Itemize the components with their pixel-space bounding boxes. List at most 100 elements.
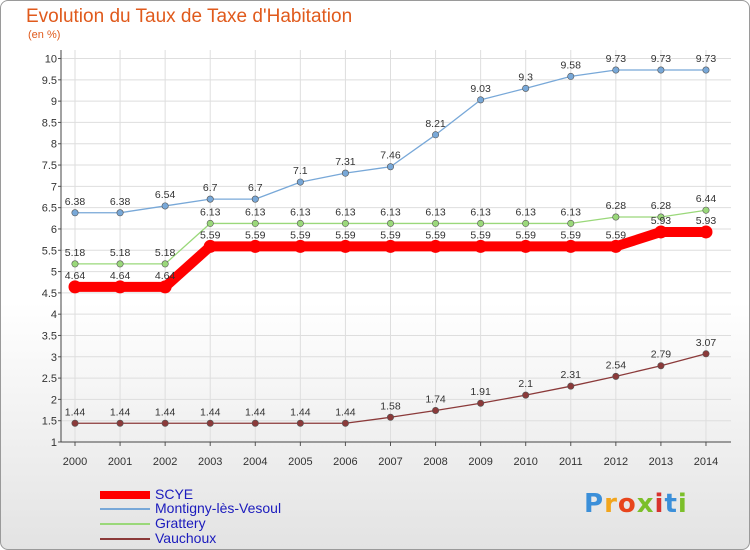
- data-point-vauchoux: [386, 413, 394, 421]
- data-point-vauchoux: [116, 419, 124, 427]
- data-point-vauchoux: [657, 362, 665, 370]
- data-point-montigny-les-vesoul: [251, 195, 259, 203]
- data-label-vauchoux: 2.79: [651, 349, 672, 361]
- data-label-montigny-les-vesoul: 6.38: [110, 196, 131, 208]
- data-point-grattery: [296, 219, 304, 227]
- data-label-montigny-les-vesoul: 6.38: [65, 196, 86, 208]
- x-tick-label: 2008: [423, 456, 447, 468]
- data-point-grattery: [206, 219, 214, 227]
- data-point-grattery: [341, 219, 349, 227]
- data-point-montigny-les-vesoul: [702, 66, 710, 74]
- data-point-montigny-les-vesoul: [116, 209, 124, 217]
- data-label-montigny-les-vesoul: 7.31: [335, 156, 356, 168]
- data-label-vauchoux: 1.58: [380, 400, 401, 412]
- data-point-vauchoux: [296, 419, 304, 427]
- y-tick-label: 9.5: [42, 75, 57, 87]
- data-label-montigny-les-vesoul: 9.03: [470, 83, 491, 95]
- data-label-grattery: 6.13: [380, 206, 401, 218]
- y-tick-label: 4: [51, 309, 57, 321]
- data-label-vauchoux: 2.31: [561, 369, 582, 381]
- logo-letter: x: [636, 489, 655, 519]
- y-tick-label: 3: [51, 352, 57, 364]
- data-point-scye: [699, 225, 713, 239]
- y-tick-label: 5: [51, 267, 57, 279]
- data-point-scye: [293, 239, 307, 253]
- data-label-vauchoux: 1.44: [290, 406, 311, 418]
- y-tick-label: 5.5: [42, 245, 57, 257]
- x-tick-label: 2006: [333, 456, 357, 468]
- y-tick-label: 7: [51, 181, 57, 193]
- data-point-scye: [338, 239, 352, 253]
- x-tick-label: 2014: [694, 456, 718, 468]
- data-label-vauchoux: 1.74: [425, 393, 446, 405]
- data-point-montigny-les-vesoul: [567, 72, 575, 80]
- data-label-grattery: 6.28: [606, 200, 627, 212]
- data-point-vauchoux: [522, 391, 530, 399]
- y-tick-label: 2: [51, 394, 57, 406]
- data-label-grattery: 6.13: [200, 206, 221, 218]
- data-point-vauchoux: [432, 406, 440, 414]
- data-label-vauchoux: 1.44: [155, 406, 176, 418]
- x-tick-label: 2012: [604, 456, 628, 468]
- data-label-vauchoux: 1.44: [245, 406, 266, 418]
- data-label-scye: 5.59: [606, 229, 627, 241]
- data-point-scye: [519, 239, 533, 253]
- data-point-scye: [654, 225, 668, 239]
- x-tick-label: 2010: [513, 456, 537, 468]
- data-point-grattery: [71, 260, 79, 268]
- legend-swatch-vauchoux: [100, 538, 150, 540]
- logo-letter: r: [604, 489, 618, 519]
- data-label-grattery: 6.13: [425, 206, 446, 218]
- data-point-grattery: [116, 260, 124, 268]
- data-label-scye: 5.93: [651, 215, 672, 227]
- data-label-scye: 4.64: [155, 270, 176, 282]
- data-point-montigny-les-vesoul: [296, 178, 304, 186]
- data-point-montigny-les-vesoul: [161, 202, 169, 210]
- data-label-montigny-les-vesoul: 7.1: [293, 165, 308, 177]
- chart-title: Evolution du Taux de Taxe d'Habitation: [26, 6, 353, 27]
- data-label-vauchoux: 1.91: [470, 386, 491, 398]
- data-point-montigny-les-vesoul: [612, 66, 620, 74]
- data-point-montigny-les-vesoul: [657, 66, 665, 74]
- chart-subtitle: (en %): [28, 29, 61, 41]
- data-label-grattery: 5.18: [155, 247, 176, 259]
- data-point-scye: [68, 280, 82, 294]
- data-point-grattery: [702, 206, 710, 214]
- data-point-scye: [564, 239, 578, 253]
- data-point-scye: [383, 239, 397, 253]
- data-point-scye: [158, 280, 172, 294]
- y-tick-label: 6.5: [42, 203, 57, 215]
- legend-swatch-montigny: [100, 508, 150, 510]
- y-tick-label: 6: [51, 224, 57, 236]
- data-point-grattery: [612, 213, 620, 221]
- legend-swatch-grattery: [100, 523, 150, 525]
- data-label-grattery: 6.28: [651, 200, 672, 212]
- data-label-grattery: 6.13: [290, 206, 311, 218]
- data-point-grattery: [161, 260, 169, 268]
- x-tick-label: 2007: [378, 456, 402, 468]
- x-tick-label: 2004: [243, 456, 267, 468]
- data-point-vauchoux: [161, 419, 169, 427]
- data-label-scye: 5.59: [425, 229, 446, 241]
- y-tick-label: 9: [51, 96, 57, 108]
- data-label-grattery: 5.18: [110, 247, 131, 259]
- data-point-scye: [113, 280, 127, 294]
- data-label-grattery: 6.44: [696, 193, 717, 205]
- data-label-vauchoux: 1.44: [110, 406, 131, 418]
- data-label-scye: 4.64: [65, 270, 86, 282]
- data-label-vauchoux: 1.44: [65, 406, 86, 418]
- x-tick-label: 2013: [649, 456, 673, 468]
- data-point-grattery: [477, 219, 485, 227]
- data-label-grattery: 6.13: [245, 206, 266, 218]
- data-label-grattery: 6.13: [470, 206, 491, 218]
- data-label-montigny-les-vesoul: 9.73: [651, 53, 672, 65]
- y-tick-label: 1: [51, 437, 57, 449]
- data-point-vauchoux: [702, 350, 710, 358]
- series-lines: [68, 66, 713, 427]
- data-label-scye: 5.93: [696, 215, 717, 227]
- x-tick-label: 2002: [153, 456, 177, 468]
- x-tick-label: 2011: [559, 456, 583, 468]
- data-point-vauchoux: [477, 399, 485, 407]
- logo-letter: P: [584, 489, 605, 519]
